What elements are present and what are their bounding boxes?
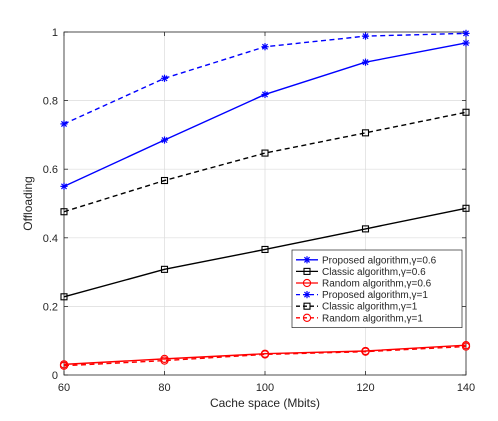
data-point-marker [361, 58, 370, 66]
data-point-marker [60, 293, 68, 301]
series-line [63, 345, 467, 367]
axis-ticks: 60 80 100 120 140 0 0.2 0.4 0.6 0.8 1 [43, 27, 475, 394]
legend-item: Classic algorithm,γ=0.6 [296, 267, 426, 278]
legend-item: Proposed algorithm,γ=1 [296, 290, 428, 301]
legend-marker [302, 313, 312, 322]
data-series [59, 29, 471, 370]
data-point-marker [60, 208, 68, 216]
data-point-marker [60, 120, 68, 128]
legend-label: Random algorithm,γ=1 [322, 313, 423, 324]
star-marker-stroke [362, 59, 369, 66]
y-tick-label: 0.4 [43, 233, 58, 245]
star-marker-stroke [462, 30, 470, 37]
legend-marker [303, 291, 311, 299]
legend-label: Classic algorithm,γ=1 [322, 302, 418, 313]
data-point-marker [261, 245, 269, 254]
x-tick-label: 60 [58, 382, 70, 394]
x-tick-label: 80 [158, 382, 170, 394]
x-tick-label: 120 [356, 382, 374, 394]
y-tick-label: 0.8 [43, 96, 58, 108]
legend-marker [303, 267, 311, 275]
star-marker-stroke [161, 137, 168, 144]
data-point-marker [261, 90, 269, 99]
data-point-marker [60, 182, 68, 190]
series-line [63, 344, 467, 366]
data-point-marker [361, 129, 370, 137]
data-point-marker [160, 356, 169, 365]
legend-item: Random algorithm,γ=1 [296, 313, 423, 324]
x-axis-label: Cache space (Mbits) [210, 396, 320, 410]
legend-label: Proposed algorithm,γ=0.6 [322, 255, 437, 266]
series-line [63, 111, 467, 213]
legend-marker [303, 256, 311, 264]
legend-box [291, 249, 463, 328]
star-marker-stroke [261, 91, 269, 98]
star-marker-stroke [303, 256, 311, 263]
data-point-marker [361, 347, 370, 356]
data-point-marker [160, 136, 169, 144]
legend-label: Classic algorithm,γ=0.6 [322, 267, 426, 278]
data-point-marker [361, 32, 370, 40]
series-line [63, 207, 467, 298]
legend-item: Classic algorithm,γ=1 [296, 302, 418, 313]
data-point-marker [462, 29, 470, 37]
star-marker-stroke [462, 39, 470, 46]
y-tick-label: 1 [52, 27, 58, 39]
legend-marker [303, 302, 311, 310]
data-point-marker [462, 108, 470, 116]
data-point-marker [461, 342, 471, 351]
data-point-marker [361, 225, 370, 233]
legend-label: Random algorithm,γ=0.6 [322, 279, 432, 290]
data-point-marker [160, 74, 169, 82]
star-marker-stroke [362, 33, 369, 40]
data-point-marker [160, 265, 169, 273]
data-point-marker [260, 350, 270, 359]
y-tick-label: 0.2 [43, 301, 58, 313]
star-marker-stroke [60, 120, 68, 127]
data-point-marker [160, 176, 169, 185]
x-tick-label: 140 [457, 382, 475, 394]
legend-marker [302, 278, 312, 288]
star-marker-stroke [261, 43, 269, 50]
legend-label: Proposed algorithm,γ=1 [322, 290, 428, 301]
series-4 [60, 29, 470, 128]
legend-item: Random algorithm,γ=0.6 [296, 279, 432, 290]
series-2 [60, 204, 470, 301]
y-axis-label: Offloading [21, 176, 35, 231]
series-1 [60, 39, 470, 190]
legend-item: Proposed algorithm,γ=0.6 [296, 255, 437, 266]
star-marker-stroke [161, 75, 168, 82]
y-tick-label: 0.6 [43, 164, 58, 176]
data-point-marker [261, 149, 269, 157]
x-tick-label: 100 [256, 382, 274, 394]
data-point-marker [59, 361, 69, 370]
data-point-marker [462, 39, 470, 47]
y-tick-label: 0 [52, 370, 58, 382]
data-point-marker [462, 204, 470, 212]
star-marker-stroke [60, 183, 68, 190]
series-6 [59, 342, 471, 370]
star-marker-stroke [303, 291, 311, 298]
series-5 [60, 108, 470, 216]
data-point-marker [261, 43, 269, 51]
